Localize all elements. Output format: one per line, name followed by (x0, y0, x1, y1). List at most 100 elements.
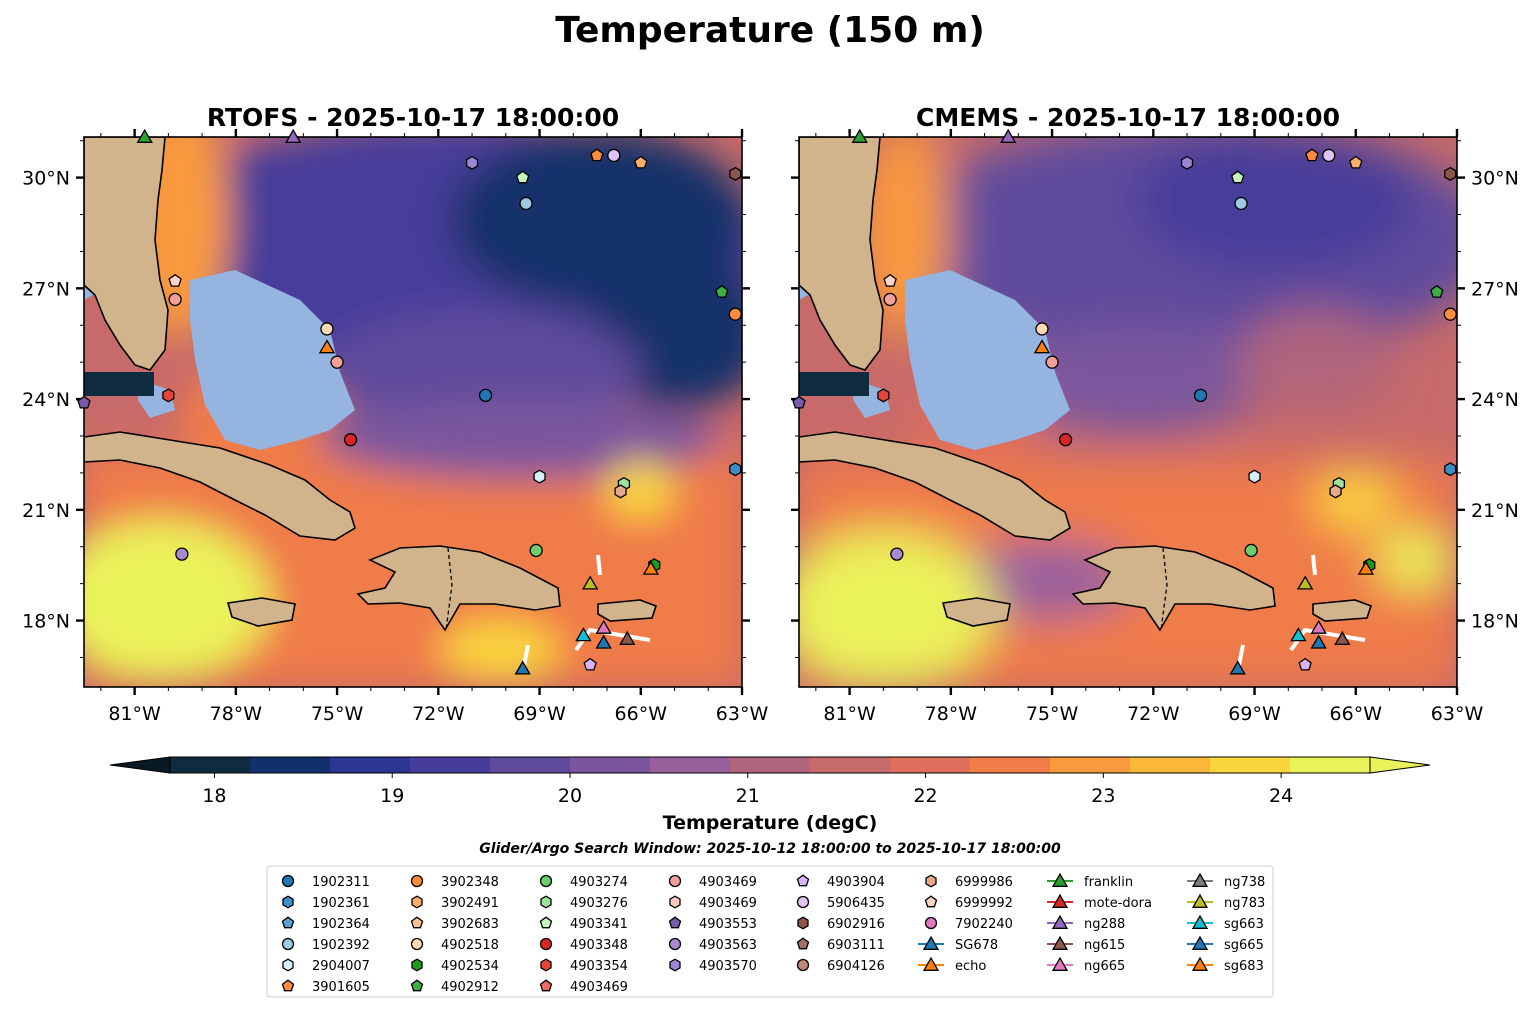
legend-label: 4903341 (570, 917, 628, 932)
legend-entry: 4903904 (796, 874, 885, 890)
cmems-marker-4903348 (1058, 433, 1073, 447)
colorbar-segment (810, 757, 891, 773)
colorbar-tick-label: 23 (1091, 785, 1115, 807)
search-window-note: Glider/Argo Search Window: 2025-10-12 18… (479, 841, 1061, 857)
rtofs-marker-echo (318, 339, 336, 354)
legend-marker (668, 937, 682, 951)
legend-entry: 1902364 (281, 916, 370, 932)
rtofs-marker-ng615 (619, 630, 636, 645)
legend-marker (411, 958, 423, 972)
rtofs-float-markers (77, 128, 742, 675)
legend-label: 6999992 (955, 896, 1013, 911)
legend-marker (797, 916, 809, 930)
legend-label: 4903469 (570, 980, 628, 995)
cmems-marker-4902912 (1430, 284, 1444, 298)
legend-entry: ng288 (1047, 914, 1125, 932)
rtofs-marker-4902518 (320, 322, 334, 336)
legend-marker (668, 874, 682, 888)
colorbar-ticks: 18 19 20 21 22 23 24 (202, 773, 1293, 807)
cmems-marker-4903354 (877, 388, 890, 403)
legend-marker (282, 895, 294, 909)
x-tick-label: 75°W (311, 703, 364, 725)
legend-label: ng665 (1084, 959, 1125, 974)
legend-label: ng615 (1084, 938, 1125, 953)
legend-marker (922, 935, 940, 950)
cmems-float-markers (792, 128, 1457, 675)
rtofs-marker-SG678 (514, 660, 531, 675)
y-tick-label: 27°N (22, 278, 70, 300)
legend-marker (669, 958, 681, 972)
colorbar-outline (169, 756, 1371, 774)
legend-label: ng738 (1224, 875, 1265, 890)
cmems-marker-ng665 (1310, 619, 1327, 634)
rtofs-marker-ng288 (285, 128, 302, 143)
cmems-marker-echo (1033, 339, 1051, 354)
rtofs-marker-3901605 (590, 148, 604, 162)
x-tick-label: 63°W (1431, 703, 1484, 725)
colorbar-segment (170, 757, 251, 773)
colorbar-tick-label: 21 (736, 785, 760, 807)
legend-entry: 6999986 (925, 874, 1013, 890)
legend-marker (281, 979, 295, 992)
legend-entry: 4902518 (410, 937, 499, 953)
rtofs-marker-6999986 (614, 484, 627, 499)
cmems-marker-4903469 (883, 292, 897, 307)
legend-entry: 4903469 (539, 979, 628, 995)
cmems-axis-ticks: 81°W 78°W 75°W 72°W 69°W 66°W 63°W 30°N 27°N 24°N… (791, 129, 1519, 725)
colorbar-tick-label: 24 (1269, 785, 1293, 807)
legend-label: 5906435 (827, 896, 885, 911)
legend-label: 1902361 (312, 896, 370, 911)
legend-label: 6902916 (827, 917, 885, 932)
cmems-marker-1902311 (1193, 388, 1208, 403)
x-tick-label: 69°W (513, 703, 566, 725)
rtofs-marker-franklin (136, 128, 153, 143)
x-tick-label: 81°W (108, 703, 161, 725)
legend-items: 1902311 1902361 1902364 1902392 2904007 39016… (281, 872, 1265, 995)
legend-marker (669, 895, 681, 909)
legend-label: SG678 (955, 938, 998, 953)
cmems-marker-3902491 (1349, 155, 1363, 169)
cmems-marker-sg683 (1357, 560, 1375, 575)
legend-entry: 7902240 (924, 916, 1013, 932)
x-tick-label: 66°W (1330, 703, 1383, 725)
legend-marker (1051, 935, 1069, 950)
colorbar-segment (1130, 757, 1211, 773)
legend-marker (924, 916, 938, 930)
cmems-marker-3901605 (1305, 148, 1319, 162)
colorbar-segment (250, 757, 331, 773)
legend-entry: sg665 (1187, 935, 1264, 953)
legend-marker (668, 916, 682, 929)
legend-frame (266, 865, 1274, 998)
rtofs-axes-frame (83, 136, 743, 688)
legend-label: sg663 (1224, 917, 1264, 932)
legend-entry: 3902491 (411, 895, 499, 911)
legend-label: 3902491 (441, 896, 499, 911)
legend-entry: 1902311 (281, 874, 370, 890)
cmems-marker-4903341 (1230, 170, 1245, 184)
legend-marker (796, 895, 810, 909)
rtofs-marker-4903469 (168, 292, 182, 307)
cmems-marker-1902361 (1444, 462, 1457, 477)
cmems-marker-5906435 (1322, 148, 1336, 163)
legend-entry: 4903553 (668, 916, 757, 932)
legend-entry: 4903469 (668, 874, 757, 890)
x-tick-label: 63°W (716, 703, 769, 725)
legend-marker (539, 874, 553, 888)
legend-label: 6904126 (827, 959, 885, 974)
rtofs-marker-1902311 (478, 388, 493, 403)
cmems-temperature-field (799, 137, 1457, 687)
legend-label: 4903276 (570, 896, 628, 911)
colorbar-tick-label: 19 (380, 785, 404, 807)
legend-entry: 4903354 (540, 958, 628, 974)
rtofs-marker-4903563 (175, 547, 189, 561)
colorbar-label: Temperature (degC) (663, 812, 878, 834)
rtofs-marker-4903570 (465, 155, 479, 170)
colorbar-segment (650, 757, 731, 773)
legend-marker (924, 895, 938, 908)
legend-marker (1051, 872, 1069, 887)
legend-entry: 1902392 (281, 937, 370, 953)
legend-label: ng288 (1084, 917, 1125, 932)
rtofs-marker-4903904 (583, 657, 597, 671)
cmems-marker-sg663 (1290, 627, 1307, 642)
legend-entry: 4903563 (668, 937, 757, 953)
